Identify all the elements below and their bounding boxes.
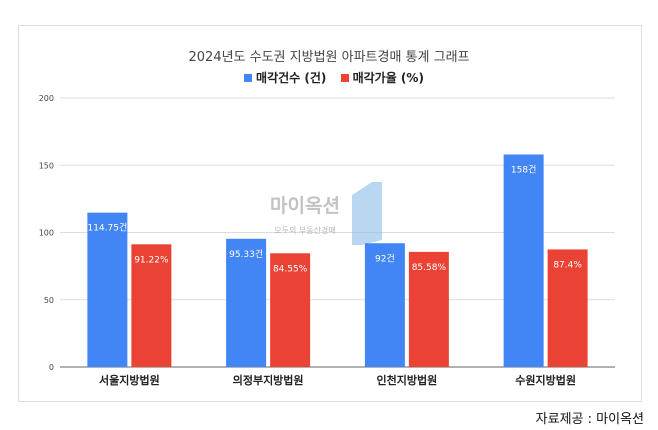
bar [408, 251, 449, 367]
data-label: 114.75건 [87, 223, 127, 234]
data-label: 91.22% [134, 255, 169, 265]
legend-swatch-red [340, 74, 349, 82]
legend-label: 매각건수 (건) [256, 71, 327, 85]
data-label: 95.33건 [229, 249, 263, 260]
bar [547, 249, 588, 367]
x-tick-label: 인천지방법원 [377, 373, 438, 387]
bar [364, 243, 405, 367]
watermark-tagline: 모두의 부동산경매 [274, 225, 335, 235]
x-tick-label: 수원지방법원 [515, 373, 576, 387]
y-tick-label: 50 [44, 296, 54, 305]
legend-swatch-blue [244, 74, 253, 82]
chart-title: 2024년도 수도권 지방법원 아파트경매 통계 그래프 [188, 50, 470, 65]
source-note: 자료제공 : 마이옥션 [535, 412, 644, 427]
watermark-logo-shape [352, 182, 382, 245]
bar [87, 212, 128, 367]
data-label: 87.4% [553, 260, 582, 270]
legend: 매각건수 (건) 매각가율 (%) [0, 69, 658, 86]
data-label: 84.55% [273, 264, 308, 274]
y-tick-label: 0 [49, 363, 54, 372]
bar [503, 154, 544, 367]
data-label: 85.58% [412, 263, 447, 273]
bar [226, 238, 267, 367]
y-tick-label: 200 [39, 94, 54, 103]
y-tick-label: 100 [39, 229, 54, 238]
data-label: 158건 [511, 164, 536, 175]
legend-label: 매각가율 (%) [352, 71, 424, 85]
y-tick-label: 150 [39, 161, 54, 170]
data-label: 92건 [375, 253, 395, 264]
bar [131, 244, 172, 367]
x-tick-label: 서울지방법원 [99, 373, 160, 387]
watermark-logo: 마이옥션 [270, 195, 340, 217]
bar [270, 253, 311, 367]
x-tick-label: 의정부지방법원 [233, 373, 304, 387]
